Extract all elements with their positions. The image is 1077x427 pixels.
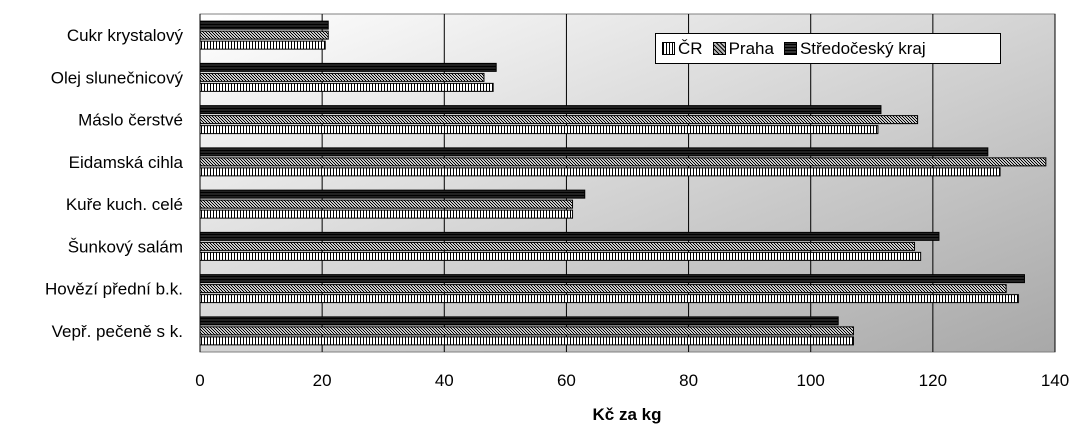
bar-stredocesky-kraj-kure-kuch-cele — [199, 189, 586, 199]
legend-label-stredocesky: Středočeský kraj — [799, 38, 926, 58]
bar-cr-eidamska-cihla — [199, 167, 1001, 177]
legend-swatch-praha — [712, 42, 726, 55]
bar-praha-hovezi-predni-b-k — [199, 284, 1007, 294]
bar-stredocesky-kraj-olej-slunecnicovy — [199, 62, 497, 72]
bar-praha-vepr-pecene-s-k — [199, 326, 854, 336]
bar-stredocesky-kraj-sunkovy-salam — [199, 231, 940, 241]
bar-cr-cukr-krystalovy — [199, 40, 326, 50]
x-tick-label: 20 — [313, 371, 332, 390]
category-label: Vepř. pečeně s k. — [52, 322, 183, 341]
bar-cr-maslo-cerstve — [199, 125, 879, 135]
category-label: Šunkový salám — [68, 237, 183, 256]
legend-label-praha: Praha — [728, 38, 774, 58]
bars — [199, 20, 1047, 346]
x-tick-label: 40 — [435, 371, 454, 390]
x-tick-label: 0 — [195, 371, 204, 390]
category-label: Olej slunečnicový — [51, 68, 184, 87]
bar-praha-sunkovy-salam — [199, 241, 916, 251]
legend-item-praha: Praha — [712, 38, 774, 59]
category-label: Cukr krystalový — [67, 26, 184, 45]
bar-praha-eidamska-cihla — [199, 157, 1047, 167]
legend-item-cr: ČR — [662, 39, 703, 59]
bar-stredocesky-kraj-cukr-krystalovy — [199, 20, 329, 30]
bar-stredocesky-kraj-eidamska-cihla — [199, 147, 989, 157]
x-tick-label: 100 — [797, 371, 825, 390]
x-tick-labels: 0 20 40 60 80 100 120 140 — [195, 371, 1069, 390]
bar-praha-kure-kuch-cele — [199, 199, 574, 209]
category-label: Máslo čerstvé — [78, 111, 183, 130]
bar-stredocesky-kraj-vepr-pecene-s-k — [199, 316, 839, 326]
legend-label-cr: ČR — [678, 38, 703, 58]
category-label: Hovězí přední b.k. — [45, 280, 183, 299]
x-tick-label: 140 — [1041, 371, 1069, 390]
bar-stredocesky-kraj-hovezi-predni-b-k — [199, 274, 1025, 284]
bar-praha-maslo-cerstve — [199, 115, 919, 125]
x-tick-label: 60 — [557, 371, 576, 390]
legend-swatch-stredocesky — [783, 42, 797, 55]
category-label: Kuře kuch. celé — [66, 195, 183, 214]
bar-cr-kure-kuch-cele — [199, 209, 574, 219]
x-tick-label: 80 — [679, 371, 698, 390]
category-label: Eidamská cihla — [69, 153, 184, 172]
bar-praha-cukr-krystalovy — [199, 30, 329, 40]
bar-cr-olej-slunecnicovy — [199, 82, 494, 92]
chart-legend: ČR Praha Středočeský kraj — [655, 33, 1001, 64]
category-labels: Cukr krystalový Olej slunečnicový Máslo če… — [45, 26, 184, 341]
x-axis-title: Kč za kg — [593, 405, 662, 424]
bar-cr-vepr-pecene-s-k — [199, 336, 854, 346]
legend-swatch-cr — [662, 42, 675, 55]
bar-cr-sunkovy-salam — [199, 251, 922, 261]
bar-praha-olej-slunecnicovy — [199, 72, 485, 82]
x-tick-label: 120 — [919, 371, 947, 390]
bar-stredocesky-kraj-maslo-cerstve — [199, 105, 882, 115]
legend-item-stredocesky: Středočeský kraj — [783, 38, 926, 59]
bar-cr-hovezi-predni-b-k — [199, 294, 1019, 304]
